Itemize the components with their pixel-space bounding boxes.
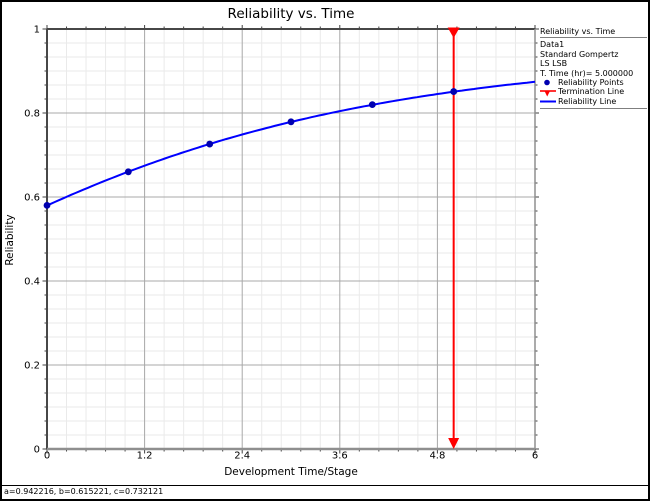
legend-item-label: Termination Line: [558, 87, 625, 97]
x-axis-title: Development Time/Stage: [224, 466, 358, 478]
reliability-point: [43, 202, 51, 209]
x-tick-label: 3.6: [332, 451, 348, 462]
reliability-point: [287, 118, 295, 126]
reliability-point-marker-icon: [540, 78, 556, 87]
y-tick-label: 0.6: [24, 193, 40, 204]
x-tick-label: 1.2: [137, 451, 153, 462]
termination-bottom-arrow-icon: [448, 438, 460, 449]
legend-analysis-method: LS LSB: [540, 59, 568, 69]
status-bar: a=0.942216, b=0.615221, c=0.732121: [2, 485, 648, 499]
reliability-point: [450, 88, 458, 95]
chart-title: Reliability vs. Time: [227, 6, 355, 22]
reliability-line: [46, 80, 536, 207]
y-tick-label: 0.4: [24, 277, 40, 288]
y-tick-label: 0: [34, 445, 40, 456]
y-tick-label: 0.8: [24, 109, 40, 120]
reliability-point: [124, 168, 132, 176]
legend: Reliability vs. Time Data1 Standard Gomp…: [540, 27, 647, 110]
legend-item-termination-line: Termination Line: [540, 87, 647, 96]
x-tick-label: 6: [532, 451, 538, 462]
legend-termination-time: T. Time (hr)= 5.000000: [540, 68, 634, 78]
legend-item-reliability-points: Reliability Points: [540, 78, 647, 87]
x-tick-label: 0: [44, 451, 50, 462]
y-axis-title: Reliability: [4, 214, 16, 266]
x-tick-label: 4.8: [429, 451, 445, 462]
termination-line-marker-icon: [540, 88, 556, 97]
reliability-point: [206, 140, 214, 148]
legend-item-reliability-line: Reliability Line: [540, 97, 647, 106]
arrow-line-glyph: [540, 89, 556, 97]
legend-dataset-name: Data1: [540, 40, 565, 50]
y-tick-label: 0.2: [24, 361, 40, 372]
legend-item-label: Reliability Points: [558, 78, 624, 88]
line-glyph: [540, 100, 556, 103]
reliability-point: [368, 101, 376, 108]
y-tick-label: 1: [34, 25, 40, 36]
model-parameters-text: a=0.942216, b=0.615221, c=0.732121: [4, 487, 164, 496]
legend-title: Reliability vs. Time: [540, 27, 647, 39]
legend-model-name: Standard Gompertz: [540, 49, 619, 59]
legend-item-label: Reliability Line: [558, 96, 617, 106]
plot-area: 0 1.2 2.4 3.6 4.8 6 0 0.2 0.4 0.6 0.8 1: [24, 25, 539, 462]
termination-top-arrow-icon: [447, 27, 460, 38]
reliability-line-marker-icon: [540, 97, 556, 106]
x-tick-label: 2.4: [234, 451, 250, 462]
point-glyph: [544, 79, 550, 86]
